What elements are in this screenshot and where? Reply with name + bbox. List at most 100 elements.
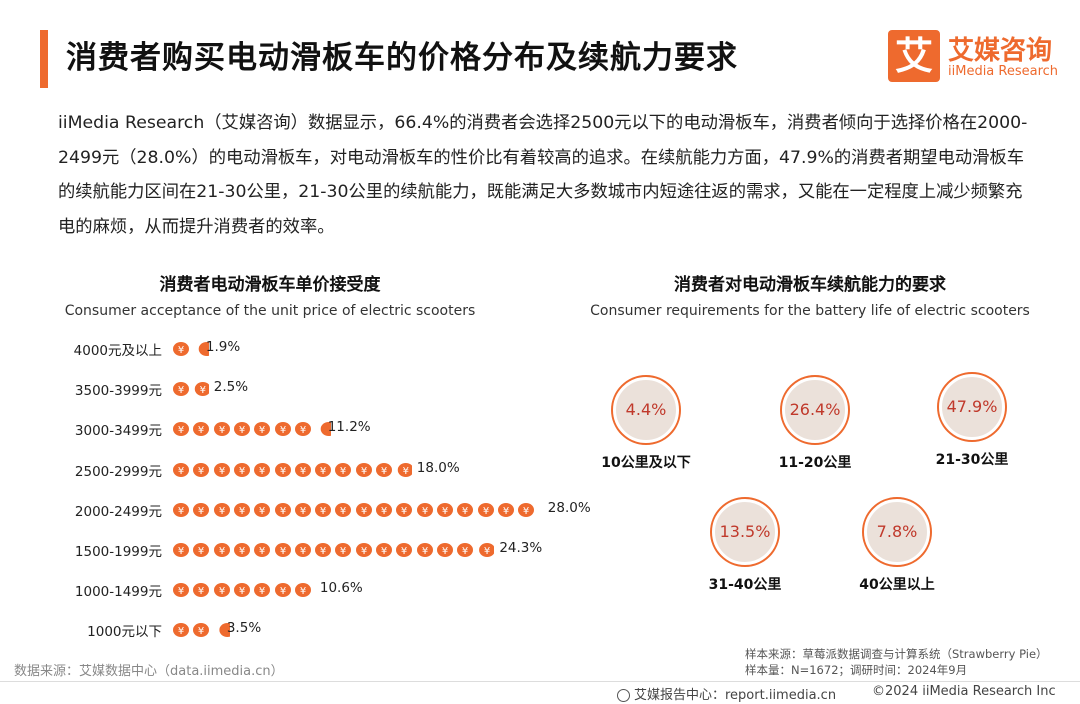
- svg-text:¥: ¥: [198, 626, 204, 637]
- ring-value-label: 47.9%: [946, 397, 998, 416]
- bar: ¥ ¥ ¥ ¥ ¥ ¥ ¥ ¥ ¥ ¥ ¥ ¥ ¥ ¥ ¥ ¥: [173, 540, 494, 560]
- coin-icon: ¥: [173, 462, 189, 477]
- svg-text:¥: ¥: [218, 586, 224, 597]
- svg-text:¥: ¥: [279, 506, 285, 517]
- bar-value-label: 10.6%: [319, 580, 363, 597]
- bar: ¥: [173, 339, 210, 359]
- svg-text:¥: ¥: [442, 506, 448, 517]
- coin-icon: ¥: [294, 543, 311, 557]
- svg-text:¥: ¥: [279, 546, 285, 557]
- logo-mark-icon: 艾: [888, 30, 940, 82]
- svg-text:¥: ¥: [178, 626, 184, 637]
- coin-icon: ¥: [436, 543, 453, 557]
- svg-text:¥: ¥: [239, 425, 245, 436]
- ring-slice: 26.4%: [782, 377, 848, 443]
- bar-category-label: 1000元以下: [87, 624, 162, 641]
- svg-text:¥: ¥: [259, 546, 265, 557]
- logo-english-name: iiMedia Research: [948, 64, 1059, 79]
- coin-icon: ¥: [193, 583, 210, 598]
- coin-icon: ¥: [294, 502, 311, 517]
- coin-icon: ¥: [193, 462, 210, 477]
- svg-text:¥: ¥: [381, 546, 387, 557]
- coin-icon: ¥: [294, 583, 311, 598]
- coin-icon: ¥: [193, 502, 210, 517]
- coin-icon: ¥: [376, 502, 392, 517]
- svg-text:¥: ¥: [198, 586, 204, 597]
- coin-icon: ¥: [213, 583, 230, 598]
- svg-text:¥: ¥: [361, 546, 367, 557]
- ring-value-label: 7.8%: [876, 522, 918, 541]
- coin-icon: ¥: [478, 543, 494, 557]
- coin-icon: ¥: [254, 502, 271, 517]
- coin-icon: ¥: [497, 502, 514, 517]
- svg-text:¥: ¥: [320, 506, 326, 517]
- coin-icon: ¥: [173, 342, 189, 356]
- coin-icon: ¥: [274, 462, 291, 477]
- svg-text:¥: ¥: [178, 546, 184, 557]
- footer-report-link[interactable]: 艾媒报告中心：report.iimedia.cn: [634, 688, 837, 703]
- ring-value-label: 13.5%: [719, 522, 771, 541]
- svg-text:¥: ¥: [403, 466, 409, 477]
- svg-text:¥: ¥: [421, 506, 427, 517]
- bar-row: 3000-3499元 ¥ ¥ ¥ ¥ ¥ ¥ ¥11.2%: [40, 414, 610, 444]
- coin-icon: ¥: [173, 382, 189, 397]
- svg-text:¥: ¥: [200, 385, 206, 396]
- ring-value-label: 26.4%: [789, 400, 841, 419]
- svg-text:¥: ¥: [279, 425, 285, 436]
- ring-value-label: 4.4%: [625, 400, 667, 419]
- svg-text:¥: ¥: [218, 466, 224, 477]
- coin-icon: ¥: [274, 422, 291, 437]
- svg-text:¥: ¥: [259, 506, 265, 517]
- coin-icon: ¥: [355, 502, 372, 517]
- ring-slice: 7.8%: [864, 499, 930, 565]
- svg-text:¥: ¥: [340, 546, 346, 557]
- coin-icon: ¥: [254, 462, 271, 477]
- coin-icon: ¥: [315, 502, 332, 517]
- svg-text:¥: ¥: [178, 345, 184, 356]
- bar-category-label: 2500-2999元: [74, 463, 162, 480]
- coin-icon: ¥: [315, 543, 332, 557]
- coin-icon: ¥: [335, 543, 352, 557]
- coin-icon: ¥: [173, 543, 189, 557]
- bar-row: 1000元以下 ¥ ¥3.5%: [40, 615, 610, 645]
- sample-source-note: 样本来源：草莓派数据调查与计算系统（Strawberry Pie）: [745, 647, 1048, 661]
- coin-icon: ¥: [254, 583, 271, 598]
- bar-row: 2500-2999元 ¥ ¥ ¥ ¥ ¥ ¥ ¥ ¥ ¥ ¥ ¥ ¥18.0%: [40, 455, 610, 485]
- price-chart-subtitle: Consumer acceptance of the unit price of…: [64, 303, 476, 319]
- intro-paragraph: iiMedia Research（艾媒咨询）数据显示，66.4%的消费者会选择2…: [58, 113, 1028, 237]
- svg-text:¥: ¥: [198, 425, 204, 436]
- coin-icon: ¥: [233, 502, 250, 517]
- page-title: 消费者购买电动滑板车的价格分布及续航力要求: [66, 40, 738, 76]
- bar-category-label: 4000元及以上: [73, 343, 162, 359]
- bar-category-label: 1000-1499元: [74, 584, 162, 601]
- svg-text:¥: ¥: [462, 506, 468, 517]
- bar: ¥ ¥ ¥ ¥ ¥ ¥ ¥: [173, 419, 332, 439]
- svg-text:¥: ¥: [462, 546, 468, 557]
- svg-text:¥: ¥: [178, 506, 184, 517]
- ring-slice: 47.9%: [939, 374, 1005, 440]
- bar-category-label: 3000-3499元: [74, 423, 162, 440]
- coin-icon: ¥: [335, 462, 352, 477]
- svg-text:¥: ¥: [300, 546, 306, 557]
- svg-text:¥: ¥: [198, 466, 204, 477]
- svg-text:¥: ¥: [279, 586, 285, 597]
- bar: ¥ ¥ ¥ ¥ ¥ ¥ ¥ ¥ ¥ ¥ ¥ ¥ ¥ ¥ ¥ ¥ ¥ ¥: [173, 500, 540, 520]
- sample-size-note: 样本量：N=1672；调研时间：2024年9月: [745, 663, 968, 677]
- svg-text:¥: ¥: [300, 586, 306, 597]
- svg-text:¥: ¥: [178, 466, 184, 477]
- svg-text:¥: ¥: [482, 506, 488, 517]
- bar-value-label: 3.5%: [226, 620, 262, 637]
- coin-icon: ¥: [518, 502, 535, 517]
- footer-copyright: ©2024 iiMedia Research Inc: [872, 684, 1056, 699]
- svg-text:¥: ¥: [178, 385, 184, 396]
- coin-icon: ¥: [193, 623, 210, 638]
- bar-category-label: 3500-3999元: [74, 383, 162, 400]
- ring-slice: 13.5%: [712, 499, 778, 565]
- svg-text:¥: ¥: [340, 506, 346, 517]
- coin-icon: ¥: [213, 543, 230, 557]
- coin-icon: ¥: [274, 543, 291, 557]
- svg-text:¥: ¥: [178, 425, 184, 436]
- bar: ¥ ¥ ¥ ¥ ¥ ¥ ¥: [173, 580, 312, 600]
- coin-icon: ¥: [457, 502, 474, 517]
- range-chart-title: 消费者对电动滑板车续航能力的要求: [674, 275, 946, 295]
